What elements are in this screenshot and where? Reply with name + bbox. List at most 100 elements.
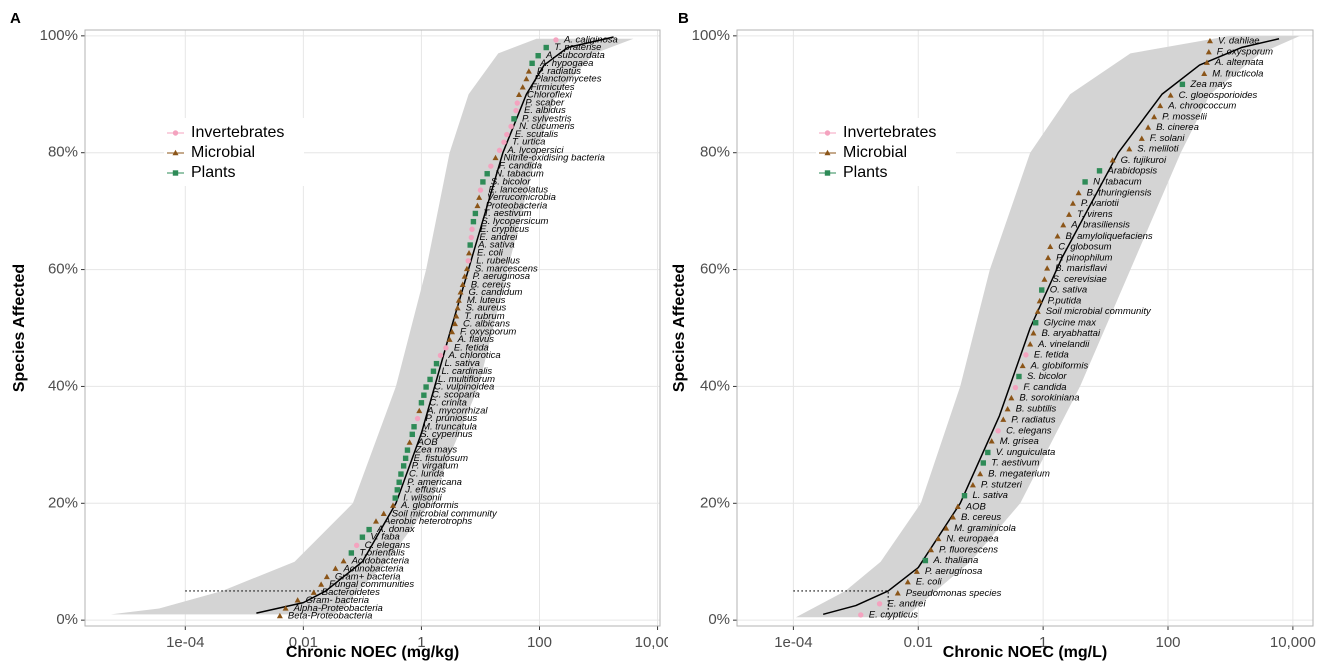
species-label: A. subcordata bbox=[545, 50, 605, 61]
species-label: A. caliginosa bbox=[563, 34, 618, 45]
point bbox=[433, 360, 440, 367]
x-tick-label: 1e-04 bbox=[774, 634, 812, 651]
point bbox=[480, 179, 486, 185]
species-label: P. radiatus bbox=[537, 66, 581, 77]
species-label: P. virgatum bbox=[412, 460, 459, 471]
point bbox=[1206, 37, 1213, 44]
legend-marker bbox=[824, 130, 831, 136]
point bbox=[954, 503, 961, 509]
point bbox=[1145, 124, 1152, 130]
species-label: B. thuringiensis bbox=[1087, 188, 1152, 199]
point bbox=[446, 336, 453, 342]
species-label: Soil microbial community bbox=[1046, 306, 1152, 317]
species-label: F. oxysporum bbox=[460, 327, 516, 338]
species-label: Nitrite-oxidising bacteria bbox=[504, 152, 605, 163]
point bbox=[451, 320, 458, 327]
species-label: P. pinophilum bbox=[1056, 252, 1112, 263]
species-label: Firmicutes bbox=[531, 82, 575, 93]
species-label: C. lurida bbox=[409, 469, 444, 480]
y-axis-title: Species Affected bbox=[671, 264, 688, 392]
legend-marker bbox=[172, 149, 179, 156]
y-tick-label: 40% bbox=[700, 377, 730, 394]
x-tick-label: 10,000 bbox=[1270, 634, 1316, 651]
point bbox=[1138, 135, 1145, 141]
point bbox=[1000, 416, 1007, 422]
point bbox=[501, 139, 507, 145]
species-label: S. bicolor bbox=[1027, 371, 1067, 382]
species-label: N. tabacum bbox=[1093, 176, 1142, 187]
point bbox=[961, 492, 968, 499]
point bbox=[980, 460, 986, 466]
species-label: F. oxysporum bbox=[1217, 47, 1273, 58]
point bbox=[904, 578, 911, 585]
species-label: L. sativa bbox=[444, 358, 479, 369]
point bbox=[466, 250, 473, 256]
point bbox=[332, 565, 339, 571]
species-label: B. cereus bbox=[961, 512, 1001, 523]
species-label: T. urtica bbox=[512, 137, 545, 148]
legend-marker bbox=[172, 130, 179, 136]
species-label: Fungal communities bbox=[329, 579, 414, 590]
species-label: C. elegans bbox=[1006, 425, 1052, 436]
point bbox=[913, 568, 920, 574]
species-label: L. cardinalis bbox=[441, 366, 492, 377]
point bbox=[1047, 243, 1054, 249]
point bbox=[1004, 406, 1011, 412]
species-label: J. effusus bbox=[404, 484, 446, 495]
species-label: N. tabacum bbox=[495, 168, 544, 179]
species-label: Verrucomicrobia bbox=[487, 192, 556, 203]
y-tick-label: 0% bbox=[56, 611, 78, 628]
species-label: E. coli bbox=[477, 248, 504, 259]
species-label: Proteobacteria bbox=[485, 200, 547, 211]
species-label: T. aestivum bbox=[483, 208, 531, 219]
point bbox=[414, 415, 421, 422]
species-label: M. grisea bbox=[1000, 436, 1039, 447]
point bbox=[969, 481, 976, 488]
species-label: S. aureus bbox=[466, 303, 507, 314]
species-label: Zea mays bbox=[1189, 79, 1232, 90]
y-tick-label: 80% bbox=[700, 144, 730, 161]
y-tick-label: 100% bbox=[692, 27, 730, 44]
point bbox=[488, 163, 494, 169]
species-label: E. fetida bbox=[454, 342, 489, 353]
point bbox=[340, 557, 347, 564]
point bbox=[922, 557, 929, 564]
point bbox=[394, 487, 400, 493]
y-tick-label: 100% bbox=[40, 27, 78, 44]
species-label: B. marisflavi bbox=[1055, 263, 1108, 274]
species-label: Zea mays bbox=[414, 445, 457, 456]
species-label: M. luteus bbox=[467, 295, 506, 306]
species-label: S. cerevisiae bbox=[1052, 274, 1106, 285]
point bbox=[461, 273, 468, 279]
point bbox=[1201, 70, 1208, 77]
point bbox=[496, 147, 503, 154]
point bbox=[411, 424, 417, 430]
species-label: P. americana bbox=[407, 477, 462, 488]
species-label: T.orientalis bbox=[359, 547, 405, 558]
point bbox=[1205, 49, 1212, 55]
species-label: L. multiflorum bbox=[438, 374, 495, 385]
point bbox=[935, 535, 942, 542]
panel-border bbox=[84, 29, 661, 627]
point bbox=[513, 107, 519, 114]
point bbox=[508, 123, 514, 130]
point bbox=[477, 187, 484, 193]
species-label: B. cinerea bbox=[1156, 122, 1199, 133]
species-label: A. alternata bbox=[1214, 57, 1264, 68]
y-tick-label: 20% bbox=[48, 494, 78, 511]
species-label: T. virens bbox=[1077, 209, 1113, 220]
point bbox=[1060, 221, 1067, 228]
legend-label: Microbial bbox=[843, 144, 907, 161]
point bbox=[928, 546, 935, 553]
point bbox=[318, 581, 325, 587]
species-label: A. mycorrhizal bbox=[426, 405, 488, 416]
point bbox=[1044, 265, 1051, 271]
point bbox=[380, 510, 387, 517]
species-label: A. globiformis bbox=[400, 500, 459, 511]
legend-label: Plants bbox=[843, 164, 887, 181]
x-axis-title: Chronic NOEC (mg/kg) bbox=[286, 644, 459, 661]
point bbox=[418, 400, 425, 406]
point bbox=[1151, 113, 1158, 120]
point bbox=[553, 37, 559, 43]
